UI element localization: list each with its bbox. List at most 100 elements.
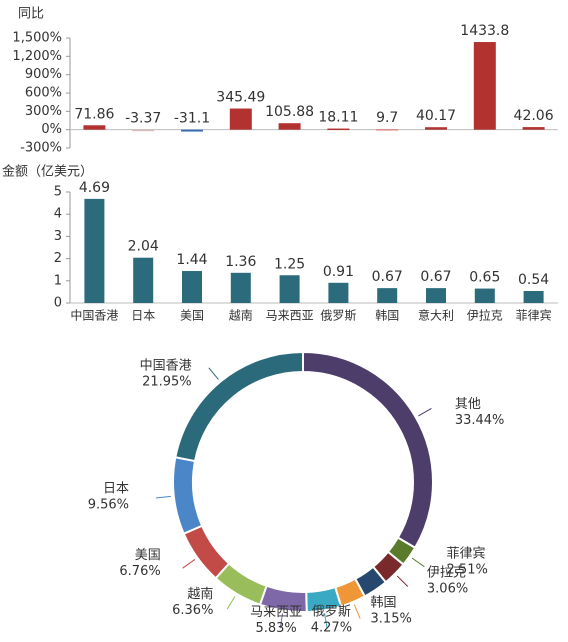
x-tick-label: 伊拉克 bbox=[467, 308, 503, 323]
slice-value: 3.15% bbox=[371, 612, 412, 627]
y-tick-label: 1,200% bbox=[12, 49, 62, 64]
slice-label: 俄罗斯 bbox=[312, 605, 351, 620]
x-tick-label: 马来西亚 bbox=[266, 309, 314, 323]
y-tick-label: 900% bbox=[25, 67, 62, 82]
value-label: 345.49 bbox=[216, 90, 265, 106]
bar bbox=[426, 288, 446, 303]
value-label: 1.25 bbox=[274, 256, 305, 272]
leader-line bbox=[418, 407, 432, 417]
slice-label: 马来西亚 bbox=[250, 605, 302, 620]
slice-value: 6.36% bbox=[172, 603, 213, 618]
value-label: 40.17 bbox=[416, 108, 456, 124]
bar bbox=[181, 129, 203, 132]
y-tick-label: 3 bbox=[54, 229, 62, 244]
slice-label: 日本 bbox=[103, 482, 129, 497]
leader-line bbox=[324, 613, 328, 629]
leader-line bbox=[182, 559, 196, 569]
bar bbox=[523, 291, 544, 303]
y-tick-label: 5 bbox=[54, 185, 62, 200]
y-tick-label: 4 bbox=[54, 207, 62, 222]
value-label: 0.67 bbox=[420, 269, 451, 285]
value-label: 1.36 bbox=[225, 254, 256, 270]
slice-label: 中国香港 bbox=[140, 358, 192, 373]
slice-label: 菲律宾 bbox=[447, 546, 486, 562]
slice-value: 2.51% bbox=[447, 563, 488, 578]
value-label: 2.04 bbox=[128, 239, 159, 255]
bar bbox=[474, 288, 495, 303]
value-label: 0.65 bbox=[469, 270, 500, 286]
value-label: 0.67 bbox=[372, 269, 403, 285]
slice-label: 伊拉克 bbox=[427, 565, 466, 580]
x-tick-label: 美国 bbox=[180, 309, 204, 323]
bar bbox=[473, 42, 496, 130]
slice-value: 4.27% bbox=[311, 621, 352, 636]
value-label: 0.54 bbox=[518, 272, 549, 288]
x-tick-label: 中国香港 bbox=[70, 308, 118, 323]
bar bbox=[327, 128, 350, 131]
x-tick-label: 日本 bbox=[131, 309, 155, 323]
bar bbox=[425, 127, 447, 130]
value-label: -31.1 bbox=[174, 111, 210, 127]
leader-line bbox=[155, 495, 171, 499]
slice-label: 其他 bbox=[455, 397, 481, 412]
leader-line bbox=[279, 613, 284, 629]
y-tick-label: 1 bbox=[54, 273, 62, 288]
value-label: 18.11 bbox=[318, 110, 358, 126]
bar bbox=[84, 198, 105, 303]
x-tick-label: 意大利 bbox=[418, 308, 454, 323]
y-tick-label: 0 bbox=[54, 296, 62, 311]
value-label: 9.7 bbox=[376, 110, 398, 126]
value-label: 71.86 bbox=[74, 106, 114, 122]
slice-value: 5.83% bbox=[255, 621, 296, 636]
y-tick-label: 1,500% bbox=[12, 31, 62, 46]
leader-line bbox=[396, 575, 409, 587]
value-label: 1.44 bbox=[176, 252, 207, 268]
bar bbox=[230, 272, 251, 303]
value-label: 4.69 bbox=[79, 180, 110, 196]
donut-segment bbox=[172, 456, 204, 536]
chart-title: 金额（亿美元） bbox=[2, 164, 93, 180]
y-tick-label: -300% bbox=[20, 141, 62, 156]
x-tick-label: 菲律宾 bbox=[516, 308, 552, 323]
bar bbox=[376, 129, 399, 131]
bar bbox=[522, 127, 545, 130]
slice-value: 33.44% bbox=[455, 413, 505, 428]
y-tick-label: 300% bbox=[25, 104, 62, 119]
bar bbox=[278, 123, 301, 130]
x-tick-label: 俄罗斯 bbox=[320, 309, 356, 323]
leader-line bbox=[226, 596, 236, 610]
slice-value: 6.76% bbox=[119, 564, 160, 579]
bar bbox=[133, 257, 154, 303]
value-label: -3.37 bbox=[125, 111, 161, 127]
donut-segment bbox=[302, 350, 434, 550]
donut-segment bbox=[182, 524, 231, 580]
leader-line bbox=[353, 604, 361, 619]
y-tick-label: 600% bbox=[25, 86, 62, 101]
slice-label: 韩国 bbox=[371, 596, 397, 611]
y-tick-label: 0% bbox=[41, 122, 62, 137]
bar bbox=[83, 125, 106, 130]
leader-line bbox=[411, 557, 425, 568]
leader-line bbox=[208, 367, 219, 380]
donut-segment bbox=[174, 350, 304, 463]
bar bbox=[229, 108, 252, 130]
slice-label: 越南 bbox=[187, 586, 213, 602]
x-tick-label: 越南 bbox=[229, 308, 253, 323]
bar bbox=[279, 275, 300, 303]
value-label: 0.91 bbox=[323, 264, 354, 280]
bar bbox=[328, 282, 349, 303]
x-tick-label: 韩国 bbox=[375, 308, 399, 323]
chart-title: 同比 bbox=[18, 7, 44, 22]
value-label: 1433.8 bbox=[460, 23, 509, 39]
slice-value: 3.06% bbox=[427, 581, 468, 596]
bar bbox=[132, 129, 155, 132]
bar bbox=[377, 288, 398, 303]
value-label: 42.06 bbox=[514, 108, 554, 124]
slice-label: 美国 bbox=[135, 548, 161, 563]
y-tick-label: 2 bbox=[54, 251, 62, 266]
slice-value: 21.95% bbox=[142, 374, 192, 389]
value-label: 105.88 bbox=[265, 104, 314, 120]
slice-value: 9.56% bbox=[88, 498, 129, 513]
bar bbox=[182, 271, 202, 303]
